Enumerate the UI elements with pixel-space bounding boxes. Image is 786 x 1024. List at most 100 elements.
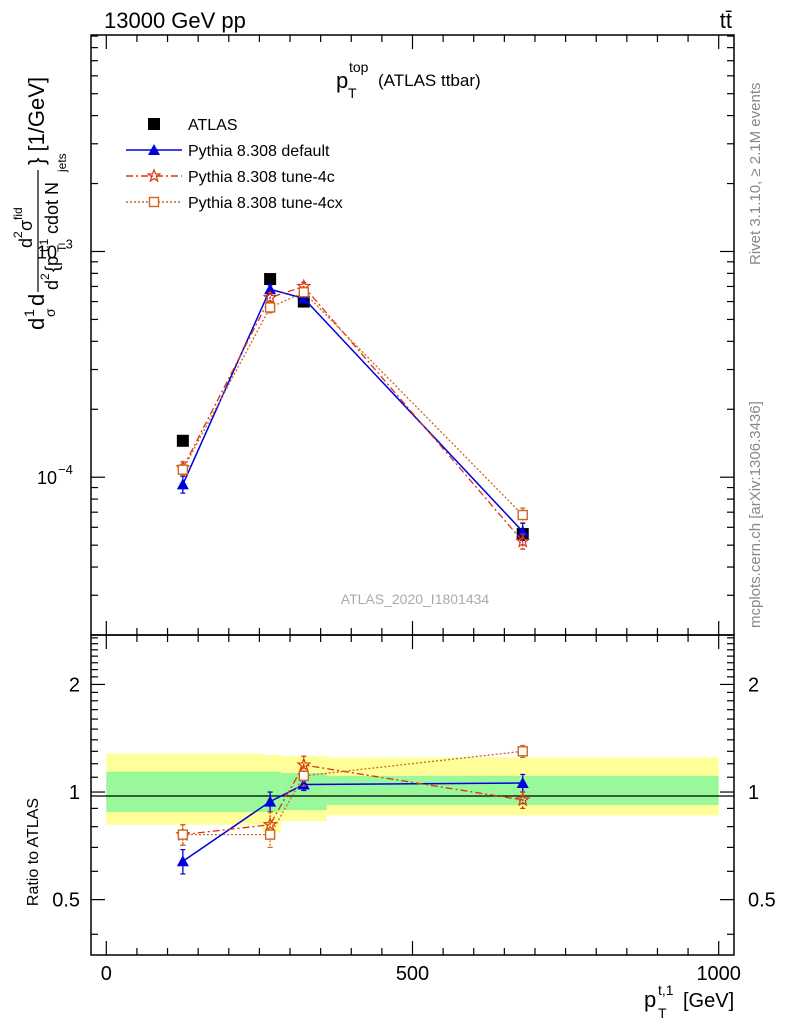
data-point-atlas — [264, 273, 277, 286]
ylabel-numer: d — [16, 238, 36, 248]
data-point-default — [297, 292, 310, 304]
ratio-bands — [106, 753, 719, 833]
legend-marker-default — [148, 144, 160, 155]
data-point-default — [516, 525, 529, 537]
ratio-series — [175, 744, 531, 875]
data-point-tune4cx — [298, 770, 310, 782]
ratio-y-tick-label-right: 0.5 — [748, 890, 776, 912]
main-title: p top T (ATLAS ttbar) — [336, 59, 481, 101]
legend-marker-tune4cx — [148, 196, 160, 208]
ylabel-denom-t: T — [55, 244, 69, 252]
xlabel-p: p — [644, 987, 656, 1012]
series-tune4c — [175, 278, 531, 550]
data-point-tune4cx — [177, 464, 189, 475]
y-tick-label-exp: −4 — [58, 462, 73, 477]
ylabel-denom-rest: cdot N — [42, 182, 62, 234]
ylabel-unit: } [1/GeV] — [24, 77, 49, 165]
legend-entry-tune4cx: Pythia 8.308 tune-4cx — [126, 195, 343, 212]
ylabel-denom-p: {p — [42, 256, 62, 272]
x-tick-label: 0 — [101, 963, 112, 985]
data-point-tune4cx — [177, 829, 189, 840]
header-right: tt̄ — [720, 8, 732, 33]
series-line-tune4cx — [182, 750, 523, 836]
ratio-y-tick-label-right: 2 — [748, 674, 759, 696]
data-point-tune4c — [262, 289, 278, 304]
legend-marker-tune4c — [146, 168, 162, 183]
data-point-tune4cx — [264, 829, 276, 840]
ratio-frame — [90, 634, 735, 956]
legend-label: Pythia 8.308 default — [188, 143, 330, 160]
series-line-default — [182, 288, 524, 533]
data-point-tune4cx — [517, 509, 528, 521]
ratio-ticks: 0.5 0.5 1 1 2 2 0 500 1000 — [52, 635, 776, 985]
data-point-tune4c — [515, 533, 531, 548]
series-atlas — [176, 273, 529, 541]
ratio-y-tick-label: 0.5 — [52, 890, 80, 912]
x-tick-label: 1000 — [696, 963, 741, 985]
ylabel-denom: d — [42, 280, 62, 290]
series-line-tune4c — [182, 285, 524, 542]
series-tune4cx — [177, 287, 528, 524]
data-point-default — [264, 795, 277, 807]
series-line-tune4c — [182, 764, 523, 836]
xlabel-rest: [GeV] — [683, 990, 734, 1012]
ratio-y-tick-label-right: 1 — [748, 782, 759, 804]
uncertainty-band-inner — [106, 771, 263, 812]
ratio-y-tick-label: 1 — [69, 782, 80, 804]
data-point-atlas — [176, 434, 189, 447]
data-point-default — [176, 478, 189, 490]
data-point-default — [516, 776, 529, 788]
data-point-tune4cx — [517, 746, 528, 757]
legend-entry-tune4c: Pythia 8.308 tune-4c — [126, 168, 335, 186]
rivet-label: Rivet 3.1.10, ≥ 2.1M events — [747, 83, 764, 266]
ylabel-denom-t1: t,1 — [37, 238, 51, 252]
series-tune4cx — [177, 744, 528, 849]
series-default — [176, 283, 529, 541]
ylabel-denom-jets: jets — [55, 153, 69, 173]
ratio-y-tick-label: 2 — [69, 674, 80, 696]
legend-label: Pythia 8.308 tune-4cx — [188, 195, 343, 212]
title-p: p — [336, 68, 348, 93]
title-sup: top — [349, 59, 369, 75]
legend-label: ATLAS — [188, 117, 238, 134]
main-ylabel: d 1 σ d d 2 σ fid d 2 {p T t,1 cdot N je… — [11, 77, 69, 330]
title-sub: T — [348, 85, 357, 101]
ylabel-dd: d — [24, 294, 49, 306]
legend-label: Pythia 8.308 tune-4c — [188, 169, 335, 186]
data-point-default — [264, 283, 277, 295]
legend: ATLAS Pythia 8.308 default Pythia 8.308 tu… — [126, 117, 343, 212]
analysis-label: ATLAS_2020_I1801434 — [341, 591, 490, 607]
header-left: 13000 GeV pp — [104, 8, 246, 33]
y-tick-label: 10 — [37, 242, 57, 262]
series-line-default — [182, 782, 523, 862]
x-tick-label: 500 — [396, 963, 429, 985]
ratio-ylabel: Ratio to ATLAS — [25, 798, 42, 906]
data-point-tune4cx — [298, 287, 310, 298]
series-line-tune4cx — [182, 291, 524, 516]
xlabel-sub: T — [658, 1005, 667, 1021]
legend-entry-default: Pythia 8.308 default — [126, 143, 330, 160]
ylabel-denom-sup: 2 — [38, 273, 52, 280]
ylabel-numer-fid: fid — [11, 207, 25, 220]
y-tick-label: 10 — [37, 468, 57, 488]
ylabel-one: 1 — [21, 309, 37, 317]
main-panel: 10−410−3 p top T (ATLAS ttbar) ATLASPyth… — [11, 34, 735, 636]
main-ticks: 10−410−3 — [37, 35, 734, 636]
mcplots-label: mcplots.cern.ch [arXiv:1306.3436] — [747, 401, 764, 628]
ylabel-numer-sigma: σ — [16, 220, 36, 231]
data-point-tune4c — [515, 792, 531, 807]
y-tick-label-exp: −3 — [58, 236, 73, 251]
ratio-panel: 0.5 0.5 1 1 2 2 0 500 1000 Ratio to ATLAS p T t,… — [25, 634, 776, 1021]
ylabel-numer-sup: 2 — [11, 231, 25, 238]
ylabel-sigma: σ — [42, 308, 58, 317]
ylabel-d1: d — [24, 318, 49, 330]
data-point-default — [176, 855, 189, 867]
xlabel: p T t,1 [GeV] — [644, 982, 734, 1021]
legend-marker-atlas — [148, 118, 160, 130]
main-series — [175, 273, 531, 550]
data-point-tune4cx — [264, 302, 276, 313]
title-rest: (ATLAS ttbar) — [378, 71, 481, 90]
legend-entry-atlas: ATLAS — [148, 117, 238, 134]
xlabel-sup: t,1 — [658, 982, 674, 998]
